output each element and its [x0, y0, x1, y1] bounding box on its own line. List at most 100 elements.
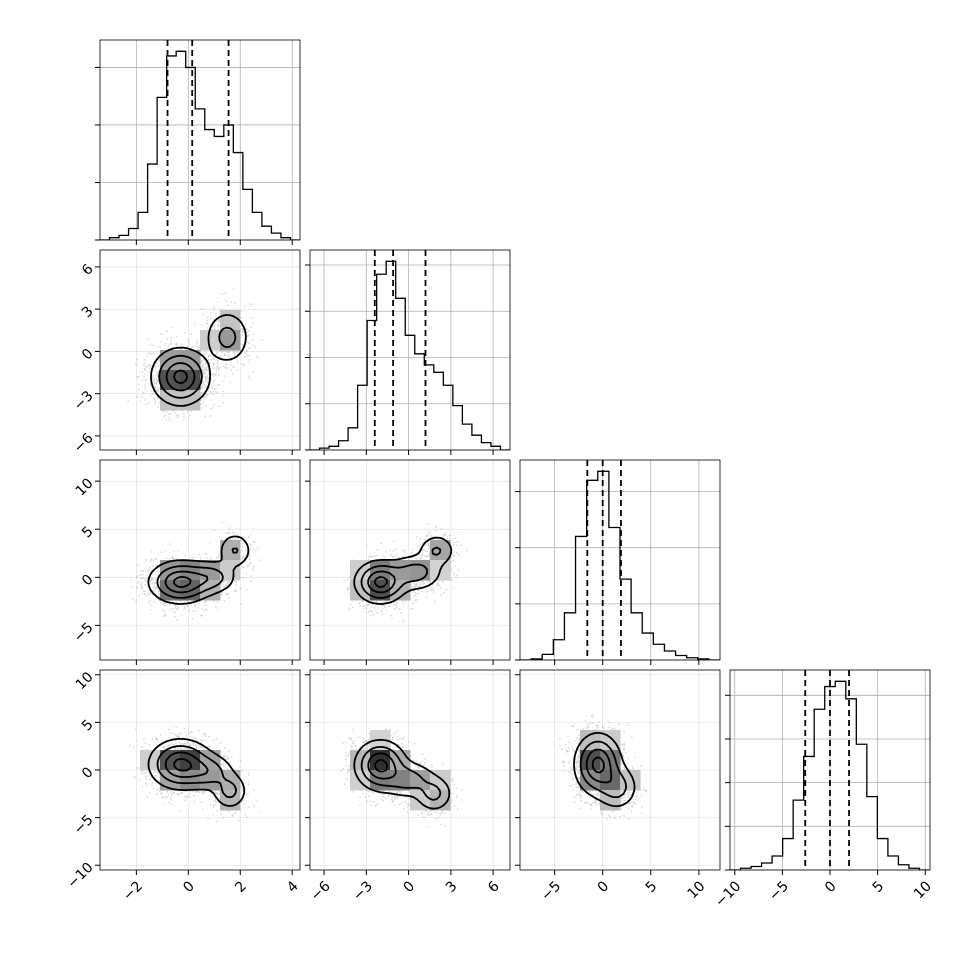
panel-frame [309, 249, 511, 451]
x-tick-label: −6 [308, 878, 334, 904]
contour-line [173, 758, 193, 772]
contour-line [147, 737, 246, 807]
panel-frame [729, 669, 931, 871]
x-tick-label: 6 [485, 878, 503, 896]
density-cell [180, 750, 201, 771]
contour-line [367, 752, 397, 780]
x-tick-label: 2 [232, 878, 250, 896]
histogram-step [730, 680, 930, 870]
contour-line [173, 369, 188, 385]
y-tick-label: 0 [79, 764, 97, 782]
y-tick-label: −10 [64, 860, 96, 892]
x-tick-label: 0 [822, 878, 840, 896]
x-tick-label: −5 [538, 878, 564, 904]
x-tick-label: −10 [712, 878, 744, 910]
density-cell [390, 580, 411, 601]
y-tick-label: 5 [79, 717, 97, 735]
contour-line [158, 326, 237, 399]
contour-line [360, 546, 442, 599]
density-cell [200, 770, 221, 791]
contour-line [173, 576, 192, 588]
density-cell [180, 770, 201, 791]
density-cell [180, 370, 201, 391]
panel-content [100, 250, 300, 450]
x-tick-label: 3 [443, 878, 461, 896]
y-tick-label: 5 [79, 524, 97, 542]
y-tick-label: −3 [71, 388, 97, 414]
density-cell [140, 750, 161, 771]
contour-line [353, 536, 453, 605]
scatter-panel-3-4 [515, 669, 721, 875]
contour-line [150, 314, 247, 407]
x-tick-label: 5 [870, 878, 888, 896]
density-cell [180, 350, 201, 371]
density-cell [370, 770, 391, 791]
panel-frame [99, 39, 301, 241]
y-tick-label: 0 [79, 572, 97, 590]
panel-frame [519, 669, 721, 871]
x-tick-label: 10 [685, 878, 709, 902]
y-tick-label: −5 [71, 620, 97, 646]
contour-line [147, 535, 250, 605]
density-cell [220, 770, 241, 791]
contour-line [374, 758, 389, 773]
contour-line [374, 576, 388, 588]
x-tick-label: 5 [643, 878, 661, 896]
panel-frame [309, 459, 511, 661]
density-cell [160, 350, 181, 371]
hist-panel-2 [305, 249, 511, 455]
y-tick-label: −5 [71, 812, 97, 838]
y-tick-label: 0 [79, 346, 97, 364]
contour-line [164, 570, 209, 594]
contour-line [367, 570, 396, 594]
density-cell [180, 560, 201, 581]
hist-panel-4 [725, 669, 931, 875]
contour-line [573, 732, 636, 808]
panel-frame [519, 459, 721, 661]
y-tick-label: 6 [79, 261, 97, 279]
scatter-panel-1-2 [95, 249, 301, 455]
density-cell [600, 750, 621, 771]
panel-frame [99, 669, 301, 871]
contour-line [585, 748, 613, 784]
x-tick-label: 0 [401, 878, 419, 896]
panel-content [520, 670, 720, 870]
density-cell [200, 330, 221, 351]
histogram-step [520, 470, 720, 660]
density-cell [410, 770, 431, 791]
density-cell [370, 560, 391, 581]
contour-line [156, 547, 239, 599]
density-cell [390, 560, 411, 581]
density-cell [160, 560, 181, 581]
density-cell [580, 750, 601, 771]
panel-content [100, 670, 300, 870]
panel-frame [99, 459, 301, 661]
x-tick-label: 0 [180, 878, 198, 896]
histogram-step [100, 50, 300, 240]
density-cell [220, 540, 241, 561]
panel-frame [99, 249, 301, 451]
y-tick-label: −6 [71, 430, 97, 456]
x-tick-label: 10 [911, 878, 935, 902]
contour-line [353, 738, 451, 810]
contour-line [360, 746, 442, 801]
contour-line [591, 756, 605, 774]
density-cell [220, 560, 241, 581]
scatter-panel-2-3 [305, 459, 511, 665]
scatter-panel-1-4 [95, 669, 301, 875]
contour-line [579, 740, 627, 799]
panel-frame [309, 669, 511, 871]
density-cell [430, 790, 451, 811]
contour-line [165, 362, 196, 392]
histogram-step [310, 260, 510, 450]
x-tick-label: 0 [595, 878, 613, 896]
hist-panel-3 [515, 459, 721, 665]
x-tick-label: −3 [350, 878, 376, 904]
y-tick-label: 10 [73, 475, 97, 499]
y-tick-label: 3 [79, 303, 97, 321]
contour-line [164, 751, 209, 778]
hist-panel-1 [95, 39, 301, 245]
panel-content [100, 460, 300, 660]
density-cell [580, 730, 601, 751]
